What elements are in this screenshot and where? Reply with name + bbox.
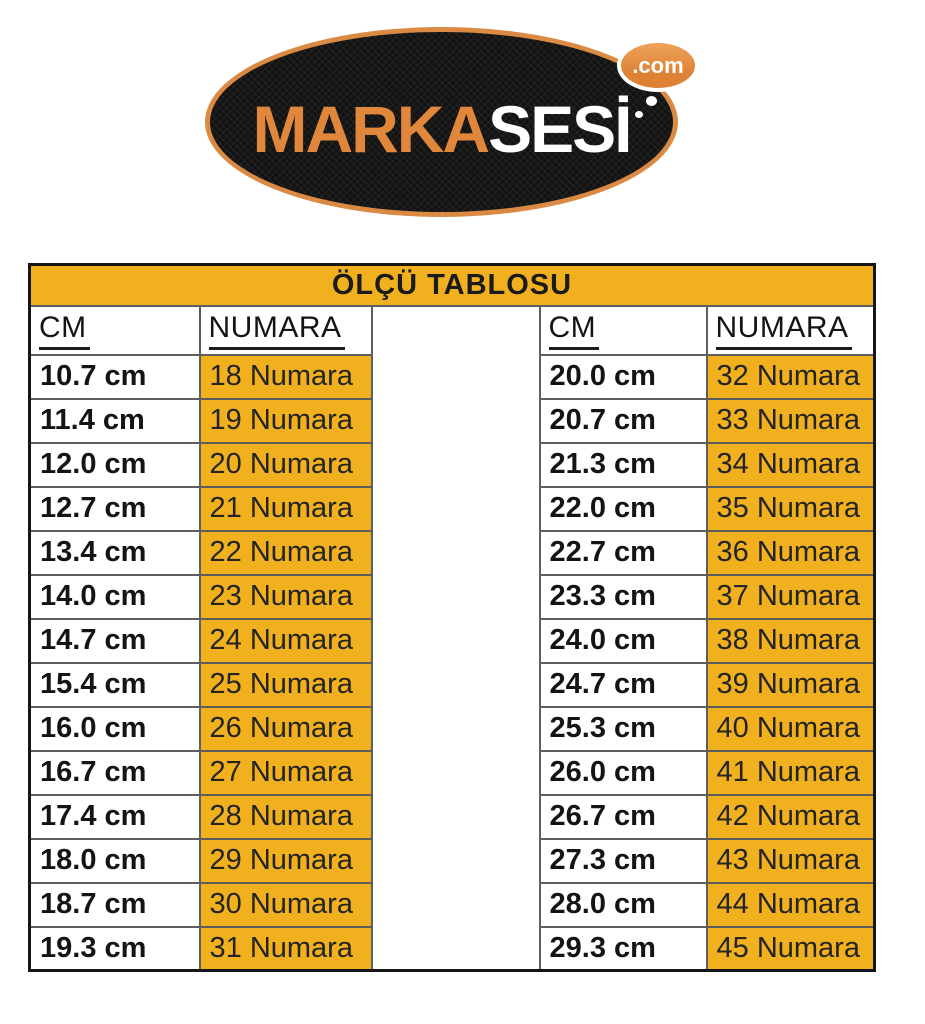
- cm-value: 20.7 cm: [538, 397, 708, 444]
- cm-value: 13.4 cm: [28, 529, 201, 576]
- numara-value: 32 Numara: [705, 353, 876, 400]
- cm-value: 26.0 cm: [538, 749, 708, 796]
- speech-bubble-dot: [646, 96, 657, 106]
- table-row: 16.7 cm 27 Numara 26.0 cm 41 Numara: [28, 749, 876, 796]
- cm-value: 24.7 cm: [538, 661, 708, 708]
- numara-value: 23 Numara: [198, 573, 373, 620]
- column-header-numara-left: NUMARA: [198, 304, 373, 356]
- column-header-numara-right: NUMARA: [705, 304, 876, 356]
- cm-value: 20.0 cm: [538, 353, 708, 400]
- numara-value: 43 Numara: [705, 837, 876, 884]
- column-header-label: CM: [548, 311, 600, 350]
- numara-value: 41 Numara: [705, 749, 876, 796]
- cm-value: 19.3 cm: [28, 925, 201, 972]
- numara-value: 42 Numara: [705, 793, 876, 840]
- numara-value: 26 Numara: [198, 705, 373, 752]
- logo-text-sesi: SESİ: [488, 92, 632, 166]
- numara-value: 28 Numara: [198, 793, 373, 840]
- numara-value: 18 Numara: [198, 353, 373, 400]
- cm-value: 23.3 cm: [538, 573, 708, 620]
- title-row: ÖLÇÜ TABLOSU: [28, 263, 876, 307]
- cm-value: 10.7 cm: [28, 353, 201, 400]
- cm-value: 18.7 cm: [28, 881, 201, 928]
- numara-value: 29 Numara: [198, 837, 373, 884]
- dot-com-badge: .com: [617, 39, 699, 92]
- logo-text-marka: MARKA: [252, 92, 490, 166]
- numara-value: 22 Numara: [198, 529, 373, 576]
- numara-value: 44 Numara: [705, 881, 876, 928]
- cm-value: 29.3 cm: [538, 925, 708, 972]
- size-chart-table: ÖLÇÜ TABLOSU CM NUMARA CM NUMARA 10.7 cm…: [28, 263, 876, 972]
- numara-value: 21 Numara: [198, 485, 373, 532]
- cm-value: 18.0 cm: [28, 837, 201, 884]
- dot-com-label: .com: [632, 52, 684, 78]
- column-header-cm-right: CM: [538, 304, 708, 356]
- numara-value: 19 Numara: [198, 397, 373, 444]
- cm-value: 14.7 cm: [28, 617, 201, 664]
- table-row: 14.0 cm 23 Numara 23.3 cm 37 Numara: [28, 573, 876, 620]
- cm-value: 28.0 cm: [538, 881, 708, 928]
- table-row: 15.4 cm 25 Numara 24.7 cm 39 Numara: [28, 661, 876, 708]
- numara-value: 37 Numara: [705, 573, 876, 620]
- table-row: 13.4 cm 22 Numara 22.7 cm 36 Numara: [28, 529, 876, 576]
- markasesi-logo: MARKASESİ .com: [205, 27, 699, 217]
- cm-value: 14.0 cm: [28, 573, 201, 620]
- table-row: 19.3 cm 31 Numara 29.3 cm 45 Numara: [28, 925, 876, 972]
- cm-value: 16.7 cm: [28, 749, 201, 796]
- divider-column: [370, 304, 541, 972]
- table-row: 12.7 cm 21 Numara 22.0 cm 35 Numara: [28, 485, 876, 532]
- column-header-label: NUMARA: [715, 311, 852, 350]
- cm-value: 12.0 cm: [28, 441, 201, 488]
- numara-value: 31 Numara: [198, 925, 373, 972]
- table-row: 16.0 cm 26 Numara 25.3 cm 40 Numara: [28, 705, 876, 752]
- column-header-label: NUMARA: [208, 311, 345, 350]
- cm-value: 22.7 cm: [538, 529, 708, 576]
- table-row: 17.4 cm 28 Numara 26.7 cm 42 Numara: [28, 793, 876, 840]
- column-header-label: CM: [39, 311, 90, 350]
- cm-value: 21.3 cm: [538, 441, 708, 488]
- cm-value: 15.4 cm: [28, 661, 201, 708]
- cm-value: 22.0 cm: [538, 485, 708, 532]
- cm-value: 16.0 cm: [28, 705, 201, 752]
- table-row: 10.7 cm 18 Numara 20.0 cm 32 Numara: [28, 353, 876, 400]
- logo-wordmark: MARKASESİ: [252, 82, 632, 162]
- table-row: 18.0 cm 29 Numara 27.3 cm 43 Numara: [28, 837, 876, 884]
- cm-value: 25.3 cm: [538, 705, 708, 752]
- column-header-row: CM NUMARA CM NUMARA: [28, 304, 876, 972]
- numara-value: 20 Numara: [198, 441, 373, 488]
- numara-value: 38 Numara: [705, 617, 876, 664]
- numara-value: 33 Numara: [705, 397, 876, 444]
- numara-value: 27 Numara: [198, 749, 373, 796]
- numara-value: 39 Numara: [705, 661, 876, 708]
- cm-value: 27.3 cm: [538, 837, 708, 884]
- table-row: 12.0 cm 20 Numara 21.3 cm 34 Numara: [28, 441, 876, 488]
- cm-value: 26.7 cm: [538, 793, 708, 840]
- cm-value: 12.7 cm: [28, 485, 201, 532]
- cm-value: 11.4 cm: [28, 397, 201, 444]
- table-row: 18.7 cm 30 Numara 28.0 cm 44 Numara: [28, 881, 876, 928]
- column-header-cm-left: CM: [28, 304, 201, 356]
- numara-value: 30 Numara: [198, 881, 373, 928]
- numara-value: 45 Numara: [705, 925, 876, 972]
- numara-value: 24 Numara: [198, 617, 373, 664]
- speech-bubble-dot: [635, 111, 643, 118]
- numara-value: 36 Numara: [705, 529, 876, 576]
- numara-value: 34 Numara: [705, 441, 876, 488]
- numara-value: 35 Numara: [705, 485, 876, 532]
- logo-ellipse: MARKASESİ: [205, 27, 678, 217]
- cm-value: 17.4 cm: [28, 793, 201, 840]
- table-row: 14.7 cm 24 Numara 24.0 cm 38 Numara: [28, 617, 876, 664]
- numara-value: 40 Numara: [705, 705, 876, 752]
- size-chart-title: ÖLÇÜ TABLOSU: [28, 263, 876, 307]
- cm-value: 24.0 cm: [538, 617, 708, 664]
- numara-value: 25 Numara: [198, 661, 373, 708]
- table-row: 11.4 cm 19 Numara 20.7 cm 33 Numara: [28, 397, 876, 444]
